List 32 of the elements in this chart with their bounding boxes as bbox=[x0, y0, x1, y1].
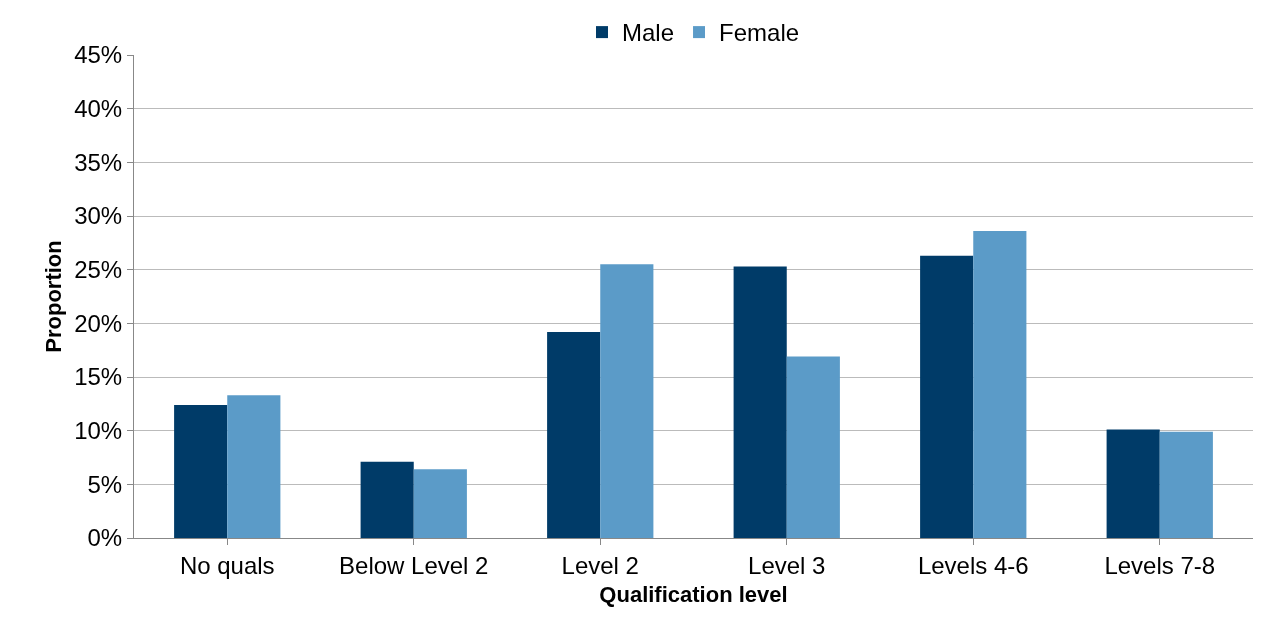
bar bbox=[360, 461, 414, 538]
bar bbox=[174, 404, 228, 538]
y-axis-title: Proportion bbox=[40, 240, 66, 353]
x-tick-label: Levels 7-8 bbox=[1104, 551, 1216, 579]
y-tick-label: 15% bbox=[74, 363, 123, 391]
y-tick-label: 45% bbox=[74, 41, 123, 69]
x-tick-label: No quals bbox=[179, 551, 275, 579]
y-tick-label: 40% bbox=[74, 95, 123, 123]
y-tick-label: 5% bbox=[87, 470, 123, 498]
y-tick-label: 0% bbox=[87, 524, 123, 552]
x-tick-label: Level 3 bbox=[748, 551, 826, 579]
x-tick-label: Level 2 bbox=[561, 551, 639, 579]
bar bbox=[547, 331, 601, 538]
bar bbox=[973, 231, 1027, 538]
bar bbox=[227, 395, 281, 538]
y-tick-label: 30% bbox=[74, 202, 123, 230]
y-tick-label: 10% bbox=[74, 417, 123, 445]
y-tick-label: 35% bbox=[74, 148, 123, 176]
x-tick-label: Below Level 2 bbox=[339, 551, 489, 579]
y-tick-label: 20% bbox=[74, 309, 123, 337]
y-tick-label: 25% bbox=[74, 256, 123, 284]
legend-label: Male bbox=[622, 19, 675, 47]
bar bbox=[786, 356, 840, 538]
bar bbox=[413, 469, 467, 538]
x-axis-title: Qualification level bbox=[599, 581, 788, 607]
bar bbox=[1106, 429, 1160, 538]
bar bbox=[733, 266, 787, 538]
bar bbox=[1159, 431, 1213, 538]
bar bbox=[600, 264, 654, 538]
legend-label: Female bbox=[719, 19, 800, 47]
x-tick-label: Levels 4-6 bbox=[917, 551, 1029, 579]
bar bbox=[920, 255, 974, 538]
